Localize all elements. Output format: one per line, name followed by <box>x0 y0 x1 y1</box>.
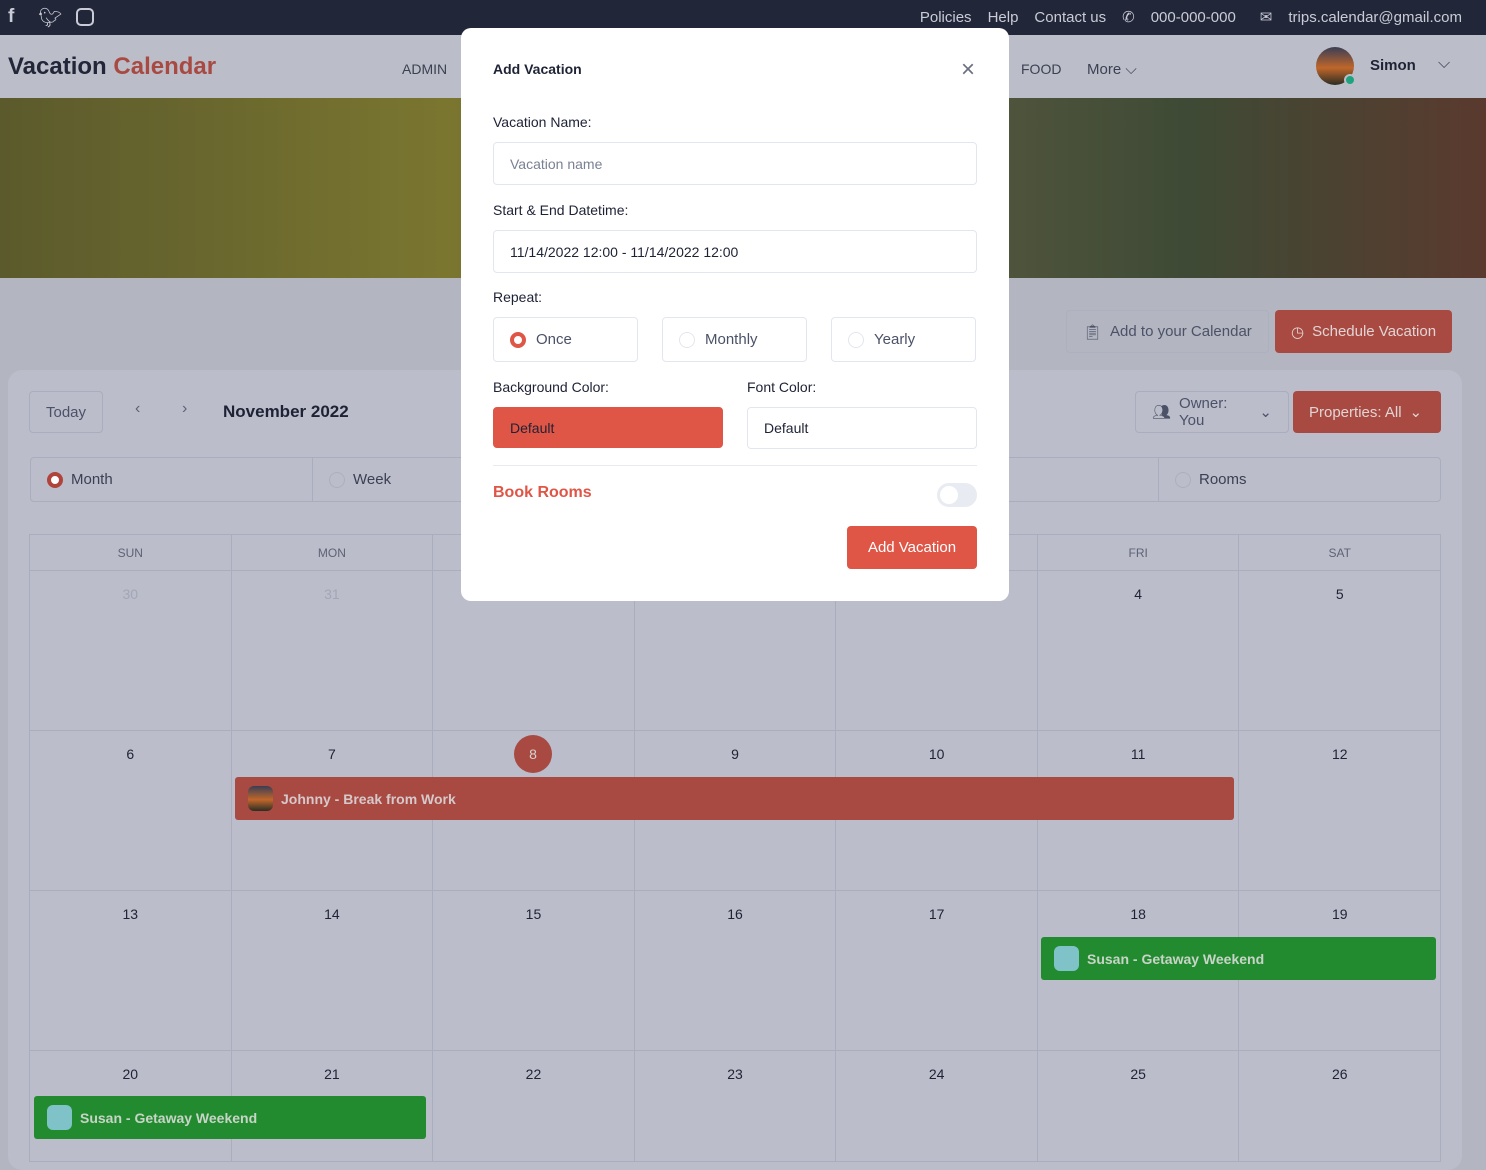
weekday <box>836 535 1038 570</box>
day-cell[interactable]: 11 <box>1038 731 1240 890</box>
schedule-vacation-button[interactable]: ◷ Schedule Vacation <box>1275 310 1453 353</box>
day-cell[interactable]: 17 <box>836 891 1038 1050</box>
weekday: SAT <box>1328 546 1351 560</box>
datetime-label: Start & End Datetime: <box>493 202 629 218</box>
book-rooms-label: Book Rooms <box>493 484 592 501</box>
close-icon[interactable]: × <box>961 56 976 83</box>
event-bar[interactable]: Johnny - Break from Work <box>235 777 1234 820</box>
day-cell[interactable] <box>433 571 635 730</box>
day-cell[interactable]: 15 <box>433 891 635 1050</box>
nav-admin[interactable]: ADMIN <box>402 61 448 77</box>
repeat-monthly[interactable]: Monthly <box>662 317 807 362</box>
properties-dropdown[interactable]: Properties: All ⌄ <box>1293 391 1441 433</box>
clipboard-icon: 📋︎ <box>1083 323 1103 341</box>
radio <box>1175 471 1191 488</box>
day-cell[interactable]: 4 <box>1038 571 1240 730</box>
background-color-select[interactable]: Default <box>493 407 723 448</box>
view-rooms[interactable]: Rooms <box>1159 458 1440 501</box>
week-row: 30 31 4 5 <box>30 571 1440 731</box>
logo[interactable]: Vacation Calendar <box>8 53 217 80</box>
phone-number: 000-000-000 <box>1150 8 1236 26</box>
font-color-select[interactable]: Default <box>747 407 977 449</box>
nav-food[interactable]: FOOD <box>1021 61 1062 77</box>
today-marker[interactable]: 8 <box>514 735 552 773</box>
mail-icon: ✉ <box>1259 9 1273 26</box>
radio <box>848 331 864 348</box>
vacation-name-input[interactable]: Vacation name <box>493 142 977 185</box>
phone-icon: ✆ <box>1122 9 1135 26</box>
day-cell[interactable]: 31 <box>232 571 434 730</box>
day-cell[interactable]: 23 <box>635 1051 837 1161</box>
day-cell[interactable]: 16 <box>635 891 837 1050</box>
umbrella-icon <box>1054 946 1079 971</box>
divider <box>493 465 977 466</box>
day-cell[interactable]: 21 <box>232 1051 434 1161</box>
day-cell[interactable]: 14 <box>232 891 434 1050</box>
event-bar[interactable]: Susan - Getaway Weekend <box>1041 937 1436 980</box>
day-cell[interactable]: 5 <box>1335 586 1344 602</box>
today-button[interactable]: Today <box>29 391 104 433</box>
weekday: FRI <box>1038 535 1240 570</box>
contact-link[interactable]: Contact us <box>1034 8 1107 26</box>
umbrella-icon <box>47 1105 72 1130</box>
repeat-label: Repeat: <box>493 289 543 305</box>
add-to-calendar-button[interactable]: 📋︎ Add to your Calendar <box>1066 310 1269 353</box>
chevron-down-icon: ⌄ <box>1259 404 1272 421</box>
user-name[interactable]: Simon <box>1370 57 1416 74</box>
day-cell[interactable] <box>836 571 1038 730</box>
radio <box>329 471 345 488</box>
day-cell[interactable]: 25 <box>1038 1051 1240 1161</box>
add-vacation-modal: Add Vacation × Vacation Name: Vacation n… <box>461 28 1009 601</box>
day-cell[interactable] <box>635 571 837 730</box>
weekday: MON <box>232 535 434 570</box>
book-rooms-toggle[interactable] <box>937 483 977 507</box>
policies-link[interactable]: Policies <box>919 8 972 26</box>
day-cell[interactable]: 12 <box>1331 746 1348 762</box>
radio <box>510 331 526 348</box>
facebook-icon[interactable]: f <box>8 6 15 27</box>
user-menu-chevron-icon[interactable]: ⌵ <box>1438 55 1451 72</box>
avatar[interactable] <box>1316 47 1356 86</box>
next-month-chevron-icon[interactable]: › <box>182 400 188 417</box>
day-cell[interactable]: 6 <box>30 731 232 890</box>
event-bar[interactable]: Susan - Getaway Weekend <box>34 1096 426 1139</box>
view-month[interactable]: Month <box>31 458 313 501</box>
modal-title: Add Vacation <box>493 61 582 77</box>
repeat-yearly[interactable]: Yearly <box>831 317 976 362</box>
radio <box>47 471 63 488</box>
prev-month-chevron-icon[interactable]: ‹ <box>135 400 141 417</box>
day-cell[interactable]: 30 <box>30 571 232 730</box>
datetime-input[interactable]: 11/14/2022 12:00 - 11/14/2022 12:00 <box>493 230 977 273</box>
weekday: SUN <box>30 535 232 570</box>
chevron-down-icon: ⌄ <box>1409 404 1423 421</box>
nav-more[interactable]: More ⌵ <box>1087 61 1137 78</box>
top-bar: f 🐦︎ Policies Help Contact us ✆ 000-000-… <box>0 0 1486 35</box>
add-vacation-button[interactable]: Add Vacation <box>847 526 977 569</box>
month-title: November 2022 <box>223 402 349 421</box>
help-link[interactable]: Help <box>987 8 1019 26</box>
day-cell[interactable]: 26 <box>1331 1066 1348 1082</box>
users-icon: 👥︎ <box>1152 404 1172 421</box>
day-cell[interactable]: 13 <box>30 891 232 1050</box>
repeat-once[interactable]: Once <box>493 317 638 362</box>
view-option[interactable] <box>877 458 1159 501</box>
background-color-label: Background Color: <box>493 379 609 395</box>
event-avatar <box>248 786 273 811</box>
twitter-icon[interactable]: 🐦︎ <box>38 8 63 29</box>
week-row: 20 21 22 23 24 25 26 <box>30 1051 1440 1161</box>
email-link[interactable]: trips.calendar@gmail.com <box>1288 8 1462 26</box>
vacation-name-label: Vacation Name: <box>493 114 592 130</box>
font-color-label: Font Color: <box>747 379 817 395</box>
owner-dropdown[interactable]: 👥︎ Owner: You ⌄ <box>1135 391 1289 433</box>
day-cell[interactable]: 22 <box>433 1051 635 1161</box>
day-cell[interactable]: 19 <box>1331 906 1348 922</box>
day-cell[interactable]: 24 <box>836 1051 1038 1161</box>
chevron-down-icon: ⌵ <box>1125 61 1137 78</box>
clock-icon: ◷ <box>1291 323 1305 341</box>
radio <box>679 331 695 348</box>
instagram-icon[interactable] <box>76 8 94 26</box>
online-status-dot <box>1344 74 1356 86</box>
